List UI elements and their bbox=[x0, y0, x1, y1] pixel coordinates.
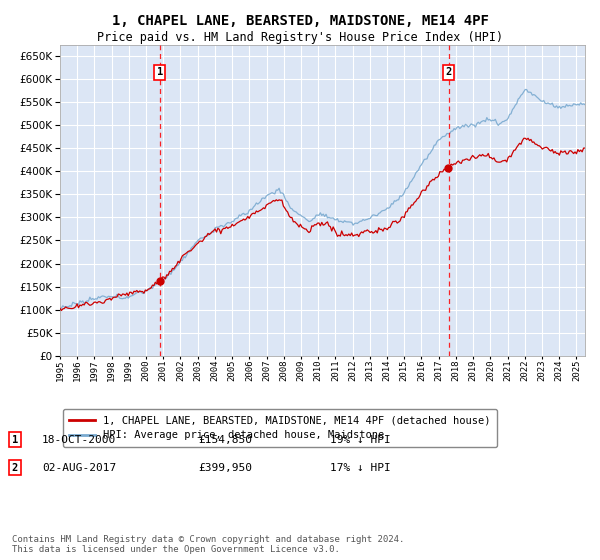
Text: 2: 2 bbox=[12, 463, 18, 473]
Text: 1, CHAPEL LANE, BEARSTED, MAIDSTONE, ME14 4PF: 1, CHAPEL LANE, BEARSTED, MAIDSTONE, ME1… bbox=[112, 14, 488, 28]
Text: 2: 2 bbox=[446, 67, 452, 77]
Text: 1: 1 bbox=[157, 67, 163, 77]
Text: 17% ↓ HPI: 17% ↓ HPI bbox=[330, 463, 391, 473]
Text: £154,850: £154,850 bbox=[198, 435, 252, 445]
Text: Contains HM Land Registry data © Crown copyright and database right 2024.
This d: Contains HM Land Registry data © Crown c… bbox=[12, 535, 404, 554]
Text: £399,950: £399,950 bbox=[198, 463, 252, 473]
Legend: 1, CHAPEL LANE, BEARSTED, MAIDSTONE, ME14 4PF (detached house), HPI: Average pri: 1, CHAPEL LANE, BEARSTED, MAIDSTONE, ME1… bbox=[62, 409, 497, 447]
Text: 19% ↓ HPI: 19% ↓ HPI bbox=[330, 435, 391, 445]
Text: 18-OCT-2000: 18-OCT-2000 bbox=[42, 435, 116, 445]
Text: Price paid vs. HM Land Registry's House Price Index (HPI): Price paid vs. HM Land Registry's House … bbox=[97, 31, 503, 44]
Text: 02-AUG-2017: 02-AUG-2017 bbox=[42, 463, 116, 473]
Text: 1: 1 bbox=[12, 435, 18, 445]
